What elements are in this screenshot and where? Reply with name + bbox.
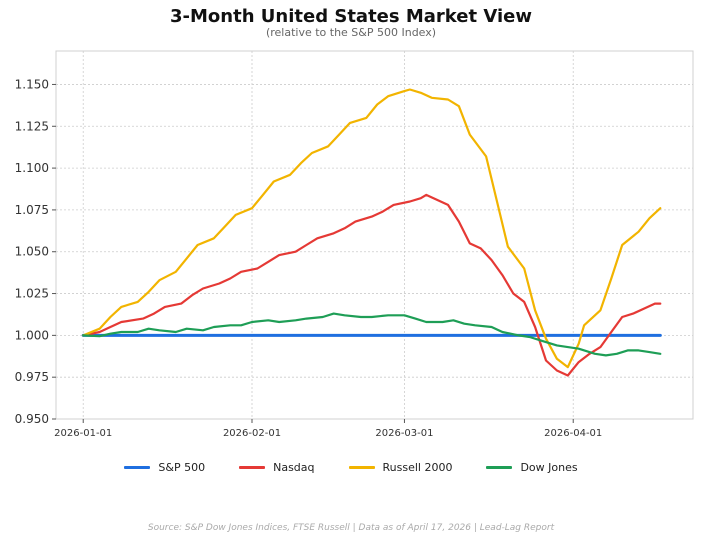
x-tick-label: 2026-03-01	[375, 428, 433, 439]
source-note: Source: S&P Dow Jones Indices, FTSE Russ…	[147, 523, 555, 533]
legend-swatch-dowjones	[486, 466, 513, 469]
series-lines	[81, 88, 662, 377]
x-tick-label: 2026-04-01	[544, 428, 602, 439]
legend-label-sp500: S&P 500	[158, 461, 206, 474]
legend-swatch-sp500	[124, 466, 151, 469]
legend-item-dowjones: Dow Jones	[486, 461, 578, 474]
chart-title: 3-Month United States Market View	[170, 6, 532, 27]
y-tick-label: 1.000	[15, 328, 49, 342]
plot-frame	[55, 50, 694, 420]
y-tick-label: 0.950	[15, 412, 49, 426]
y-tick-label: 1.050	[15, 245, 49, 259]
legend-swatch-nasdaq	[239, 466, 266, 469]
legend-item-sp500: S&P 500	[124, 461, 205, 474]
y-tick-label: 1.100	[15, 161, 49, 175]
legend-label-dowjones: Dow Jones	[520, 461, 578, 474]
y-tick-label: 1.125	[15, 119, 49, 133]
series-line-nasdaq	[82, 193, 662, 377]
legend-item-russell2000: Russell 2000	[348, 461, 453, 474]
chart-subtitle: (relative to the S&P 500 Index)	[265, 26, 437, 39]
x-tick-label: 2026-01-01	[54, 428, 112, 439]
axis-ticks: 0.950 0.975 1.000 1.025 1.050 1.075 1.100 1.125…	[15, 77, 603, 439]
legend-label-russell2000: Russell 2000	[382, 461, 453, 474]
series-line-russell-2000	[82, 88, 662, 369]
x-tick-label: 2026-02-01	[223, 428, 281, 439]
y-tick-label: 1.075	[15, 203, 49, 217]
grid-lines	[56, 51, 693, 420]
y-tick-label: 0.975	[15, 370, 49, 384]
legend-item-nasdaq: Nasdaq	[239, 461, 315, 474]
y-tick-label: 1.150	[15, 77, 49, 91]
legend: S&P 500 Nasdaq Russell 2000 Dow Jones	[0, 461, 702, 474]
series-line-dow-jones	[82, 312, 662, 357]
legend-label-nasdaq: Nasdaq	[273, 461, 315, 474]
legend-swatch-russell2000	[348, 466, 375, 469]
y-tick-label: 1.025	[15, 287, 49, 301]
